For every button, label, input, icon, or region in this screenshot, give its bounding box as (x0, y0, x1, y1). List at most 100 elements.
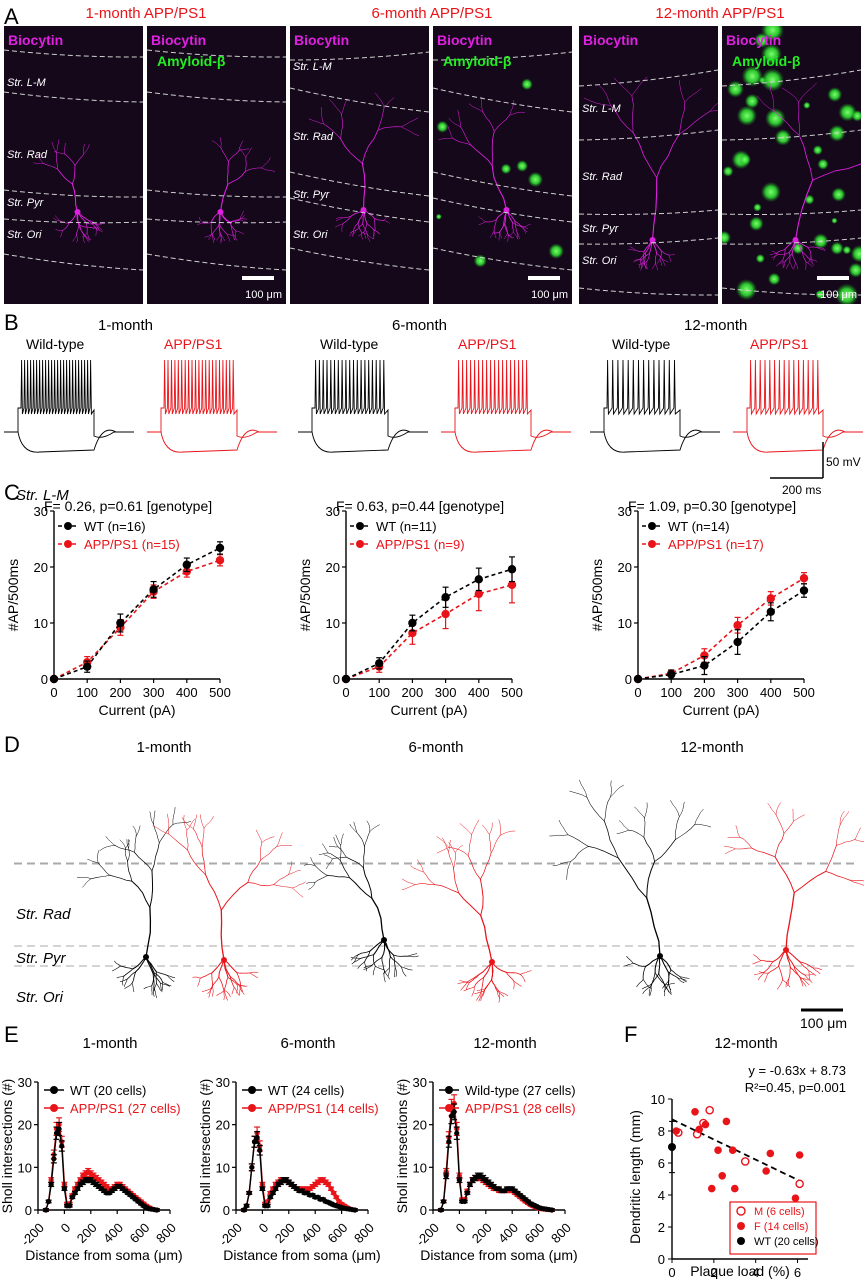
layer-label: Str. L-M (16, 487, 69, 504)
app-reconstruction-basal (788, 967, 791, 979)
wt-trace-depolarizing (590, 359, 720, 438)
biocytin-neuron-apical (377, 126, 402, 131)
legend-entry: WT (24 cells) (268, 1083, 344, 1098)
wt-reconstruction-basal (153, 986, 155, 997)
wt-reconstruction-apical (369, 824, 380, 833)
biocytin-neuron-basal (793, 262, 796, 270)
biocytin-neuron-apical (651, 177, 658, 241)
app-reconstruction-apical (448, 851, 454, 870)
app-reconstruction-basal (498, 991, 500, 1003)
data-point (273, 1186, 279, 1192)
app-reconstruction-basal (201, 988, 212, 992)
amyloid-plaque (521, 78, 533, 91)
biocytin-neuron-basal (776, 248, 786, 254)
biocytin-neuron-basal (769, 252, 777, 256)
app-reconstruction-apical (774, 856, 795, 894)
amyloid-plaque (804, 194, 815, 205)
layer-label: Str. Ori (16, 989, 64, 1006)
data-point (75, 1186, 81, 1192)
biocytin-neuron-basal (807, 246, 812, 257)
app-reconstruction-basal (192, 976, 201, 979)
biocytin-label: Biocytin (583, 32, 638, 48)
x-tick-label: 0 (342, 685, 349, 700)
biocytin-neuron-apical (613, 77, 633, 96)
data-point (265, 1203, 271, 1209)
y-axis-label: Dendritic length (mm) (627, 1110, 643, 1244)
biocytin-neuron-apical (238, 140, 244, 152)
wt-reconstruction-apical (694, 808, 704, 825)
wt-reconstruction-apical (306, 881, 316, 884)
y-tick-label: 10 (18, 1160, 32, 1175)
wt-reconstruction-basal (371, 957, 383, 966)
wt-reconstruction-apical (327, 852, 341, 861)
wt-reconstruction-basal (383, 970, 386, 983)
wt-reconstruction-apical (315, 865, 328, 876)
amyloid-plaque (835, 283, 859, 304)
data-point (507, 565, 517, 574)
app-reconstruction-basal (482, 961, 493, 979)
data-point (116, 618, 125, 628)
layer-boundary (147, 253, 286, 271)
app-trace-depolarizing (147, 359, 277, 438)
y-tick-label: 2 (658, 1220, 665, 1235)
app-reconstruction-basal (223, 989, 231, 998)
wt-reconstruction-apical (105, 836, 116, 846)
app-label: APP/PS1 (750, 336, 809, 352)
biocytin-neuron-basal (90, 227, 99, 231)
biocytin-neuron-basal (521, 226, 529, 230)
biocytin-neuron-apical (470, 145, 493, 167)
layer-boundary (4, 49, 143, 58)
amyloid-plaque (736, 105, 758, 126)
app-reconstruction-basal (778, 949, 787, 967)
app-reconstruction-apical (273, 884, 293, 889)
layer-boundary (722, 209, 861, 215)
data-point (799, 586, 809, 595)
wt-reconstruction-apical (643, 836, 655, 862)
y-tick-label: 0 (223, 1203, 230, 1218)
series-line-1 (53, 559, 221, 680)
biocytin-neuron-apical (227, 171, 246, 185)
biocytin-neuron-apical (328, 98, 342, 115)
app-reconstruction-apical (458, 892, 482, 916)
app-reconstruction-apical (471, 819, 480, 835)
legend: WT (24 cells) APP/PS1 (14 cells) (242, 1083, 379, 1116)
data-point (72, 1190, 78, 1196)
app-reconstruction-basal (471, 986, 475, 997)
wt-reconstruction-apical (588, 846, 619, 859)
micrograph-6: Biocytin Amyloid-β 100 μm (722, 26, 861, 304)
app-reconstruction-apical (724, 845, 736, 850)
wt-reconstruction-soma (143, 954, 149, 960)
biocytin-neuron-basal (640, 261, 644, 269)
biocytin-neuron-apical (678, 110, 711, 135)
biocytin-neuron-basal (642, 250, 645, 263)
layer-label: Str. Rad (293, 131, 334, 143)
app-reconstruction-basal (498, 991, 508, 996)
biocytin-neuron-apical (482, 112, 495, 132)
legend-entry: WT (n=14) (668, 519, 730, 534)
wt-reconstruction-apical (159, 824, 174, 843)
app-reconstruction-basal (799, 961, 813, 968)
micrograph-background (147, 26, 286, 304)
y-tick-label: 30 (326, 504, 340, 519)
biocytin-neuron-basal (801, 251, 811, 260)
x-tick-label: 200 (110, 685, 132, 700)
app-label: APP/PS1 (164, 336, 223, 352)
app-reconstruction-apical (849, 879, 864, 886)
legend-entry: APP/PS1 (14 cells) (268, 1101, 379, 1116)
y-tick-label: 10 (326, 616, 340, 631)
biocytin-neuron-basal (215, 234, 221, 241)
app-reconstruction-basal (800, 977, 810, 986)
layer-label: Str. Pyr (582, 223, 620, 235)
y-tick-label: 30 (216, 1075, 230, 1090)
app-reconstruction-apical (727, 836, 741, 838)
panel-label-f: F (624, 1022, 637, 1047)
wt-reconstruction-apical (646, 897, 661, 957)
biocytin-neuron-apical (684, 88, 702, 103)
legend-marker (648, 540, 656, 548)
amyloid-plaque (500, 163, 512, 175)
wt-reconstruction-apical (337, 846, 347, 858)
data-point (667, 670, 676, 679)
data-point-female (791, 1194, 800, 1202)
scale-bar (817, 276, 849, 280)
